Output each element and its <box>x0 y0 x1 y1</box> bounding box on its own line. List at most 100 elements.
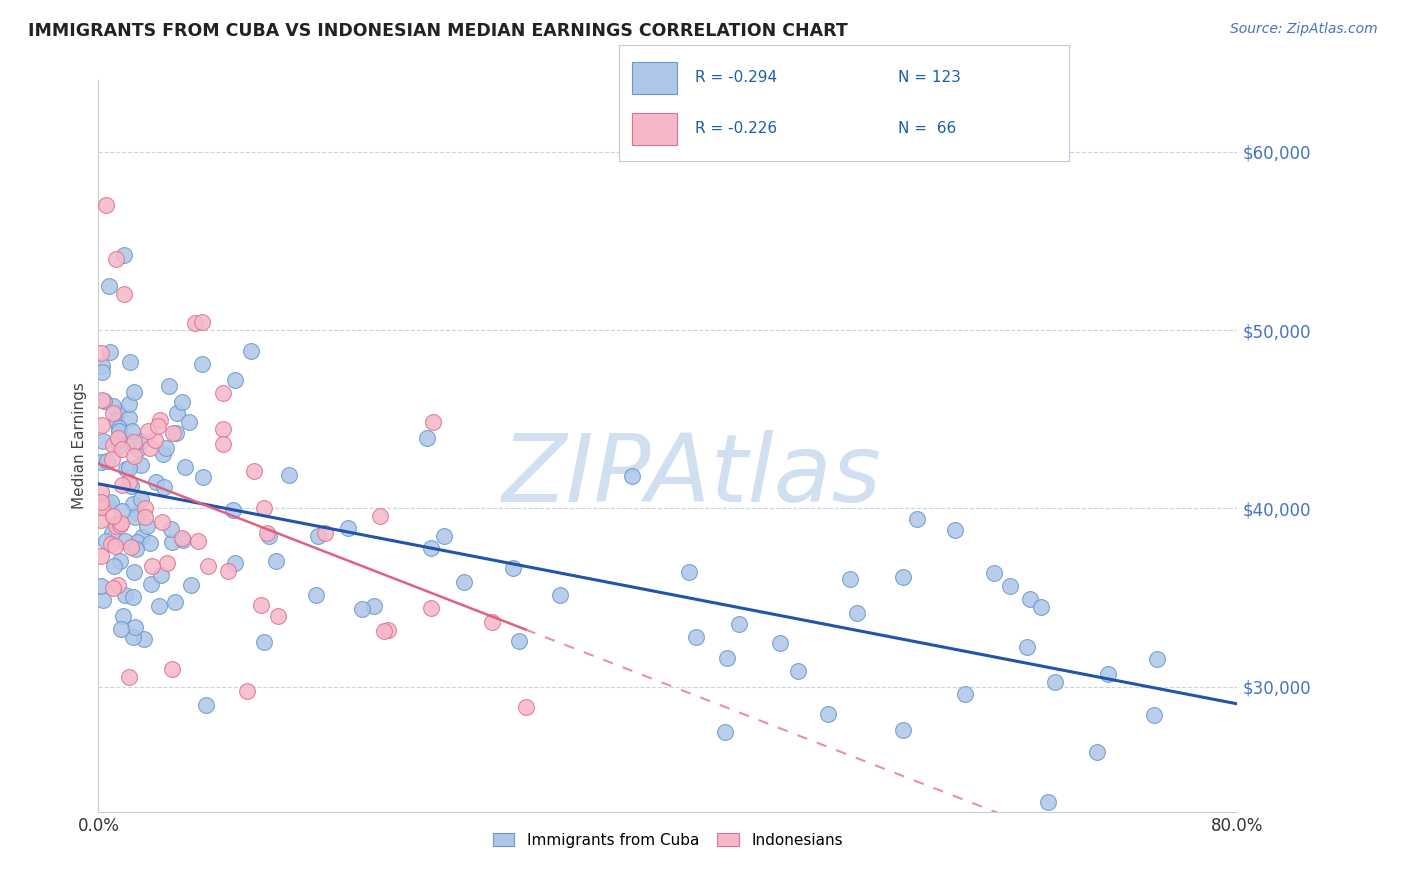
Point <box>138 535 160 549</box>
Point <box>162 425 184 440</box>
Point <box>103 399 125 413</box>
Point <box>90 494 112 508</box>
Point <box>264 554 287 568</box>
Point <box>419 541 441 555</box>
Point <box>101 438 124 452</box>
Point <box>314 525 336 540</box>
Point <box>135 519 157 533</box>
Point <box>146 419 169 434</box>
Bar <box>633 62 678 95</box>
Point <box>621 469 644 483</box>
Text: R = -0.226: R = -0.226 <box>695 120 778 136</box>
Point <box>222 503 245 517</box>
Point <box>305 588 328 602</box>
Point <box>416 430 439 444</box>
Point <box>120 541 142 555</box>
Point <box>134 510 156 524</box>
Point <box>817 706 839 721</box>
Point <box>90 500 112 515</box>
Point <box>101 582 124 596</box>
Point <box>124 619 146 633</box>
Point <box>129 491 152 506</box>
Point <box>118 670 141 684</box>
Point <box>112 248 135 262</box>
Point <box>716 651 738 665</box>
Point <box>1097 666 1119 681</box>
Point <box>170 395 193 409</box>
Point <box>90 346 112 360</box>
Point <box>156 556 179 570</box>
Point <box>103 559 125 574</box>
Point <box>953 687 976 701</box>
Point <box>190 315 212 329</box>
Point <box>1043 675 1066 690</box>
Legend: Immigrants from Cuba, Indonesians: Immigrants from Cuba, Indonesians <box>485 825 851 855</box>
Point <box>943 523 966 537</box>
Point <box>905 511 928 525</box>
Point <box>197 558 219 573</box>
Point <box>124 565 146 579</box>
Point <box>502 561 524 575</box>
Point <box>363 599 385 614</box>
Point <box>100 494 122 508</box>
Point <box>453 575 475 590</box>
Point <box>90 392 112 407</box>
Point <box>481 615 503 630</box>
Point <box>148 599 170 613</box>
Point <box>100 537 122 551</box>
Point <box>678 565 700 579</box>
Point <box>118 397 141 411</box>
Point <box>143 433 166 447</box>
Point <box>107 431 129 445</box>
Point <box>97 278 120 293</box>
Point <box>998 579 1021 593</box>
Point <box>112 287 135 301</box>
Point <box>105 414 128 428</box>
Point <box>685 630 707 644</box>
Point <box>278 467 301 482</box>
Point <box>377 623 399 637</box>
Point <box>193 470 215 484</box>
Point <box>141 558 163 573</box>
Point <box>136 424 159 438</box>
Point <box>117 475 139 490</box>
Point <box>253 501 276 516</box>
Point <box>433 529 456 543</box>
Point <box>110 622 132 636</box>
Text: ZIPAtlas: ZIPAtlas <box>501 430 880 521</box>
Point <box>172 533 194 547</box>
Point <box>108 554 131 568</box>
Point <box>224 557 246 571</box>
Point <box>101 508 124 523</box>
Point <box>257 529 280 543</box>
Point <box>111 503 134 517</box>
Point <box>508 634 530 648</box>
Text: N = 123: N = 123 <box>897 70 960 85</box>
Point <box>111 478 134 492</box>
Point <box>121 497 143 511</box>
Point <box>111 442 134 456</box>
Point <box>242 464 264 478</box>
Point <box>127 506 149 520</box>
Point <box>150 568 173 582</box>
Point <box>91 359 114 374</box>
Point <box>124 510 146 524</box>
Point <box>114 461 136 475</box>
Point <box>122 384 145 399</box>
Point <box>166 407 188 421</box>
Point <box>114 534 136 549</box>
Point <box>122 435 145 450</box>
Text: N =  66: N = 66 <box>897 120 956 136</box>
Point <box>307 529 329 543</box>
Point <box>891 723 914 738</box>
Point <box>125 535 148 549</box>
Point <box>256 525 278 540</box>
Point <box>150 516 173 530</box>
Point <box>125 541 148 556</box>
Point <box>891 570 914 584</box>
Point <box>104 252 127 266</box>
Point <box>160 534 183 549</box>
Point <box>170 531 193 545</box>
Point <box>420 600 443 615</box>
Point <box>184 317 207 331</box>
